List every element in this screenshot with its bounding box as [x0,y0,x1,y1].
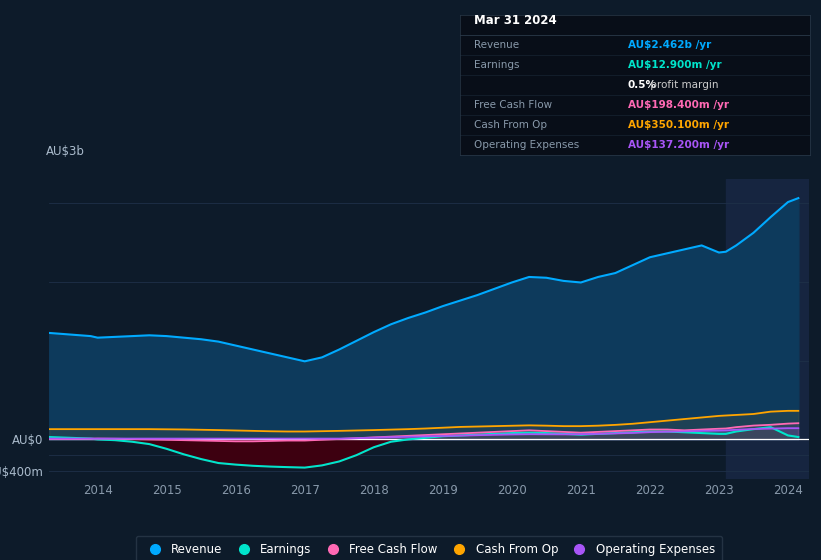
Text: AU$12.900m /yr: AU$12.900m /yr [628,60,722,70]
Legend: Revenue, Earnings, Free Cash Flow, Cash From Op, Operating Expenses: Revenue, Earnings, Free Cash Flow, Cash … [135,535,722,560]
Text: Mar 31 2024: Mar 31 2024 [474,15,557,27]
Text: AU$198.400m /yr: AU$198.400m /yr [628,100,729,110]
Text: AU$137.200m /yr: AU$137.200m /yr [628,140,729,150]
Text: Operating Expenses: Operating Expenses [474,140,580,150]
Text: Free Cash Flow: Free Cash Flow [474,100,553,110]
Bar [726,179,809,479]
Text: Revenue: Revenue [474,40,519,50]
Text: AU$2.462b /yr: AU$2.462b /yr [628,40,711,50]
Text: AU$350.100m /yr: AU$350.100m /yr [628,120,729,130]
Text: profit margin: profit margin [647,80,718,90]
Text: Earnings: Earnings [474,60,520,70]
Text: 0.5%: 0.5% [628,80,657,90]
Text: Cash From Op: Cash From Op [474,120,547,130]
Text: AU$3b: AU$3b [45,145,85,158]
